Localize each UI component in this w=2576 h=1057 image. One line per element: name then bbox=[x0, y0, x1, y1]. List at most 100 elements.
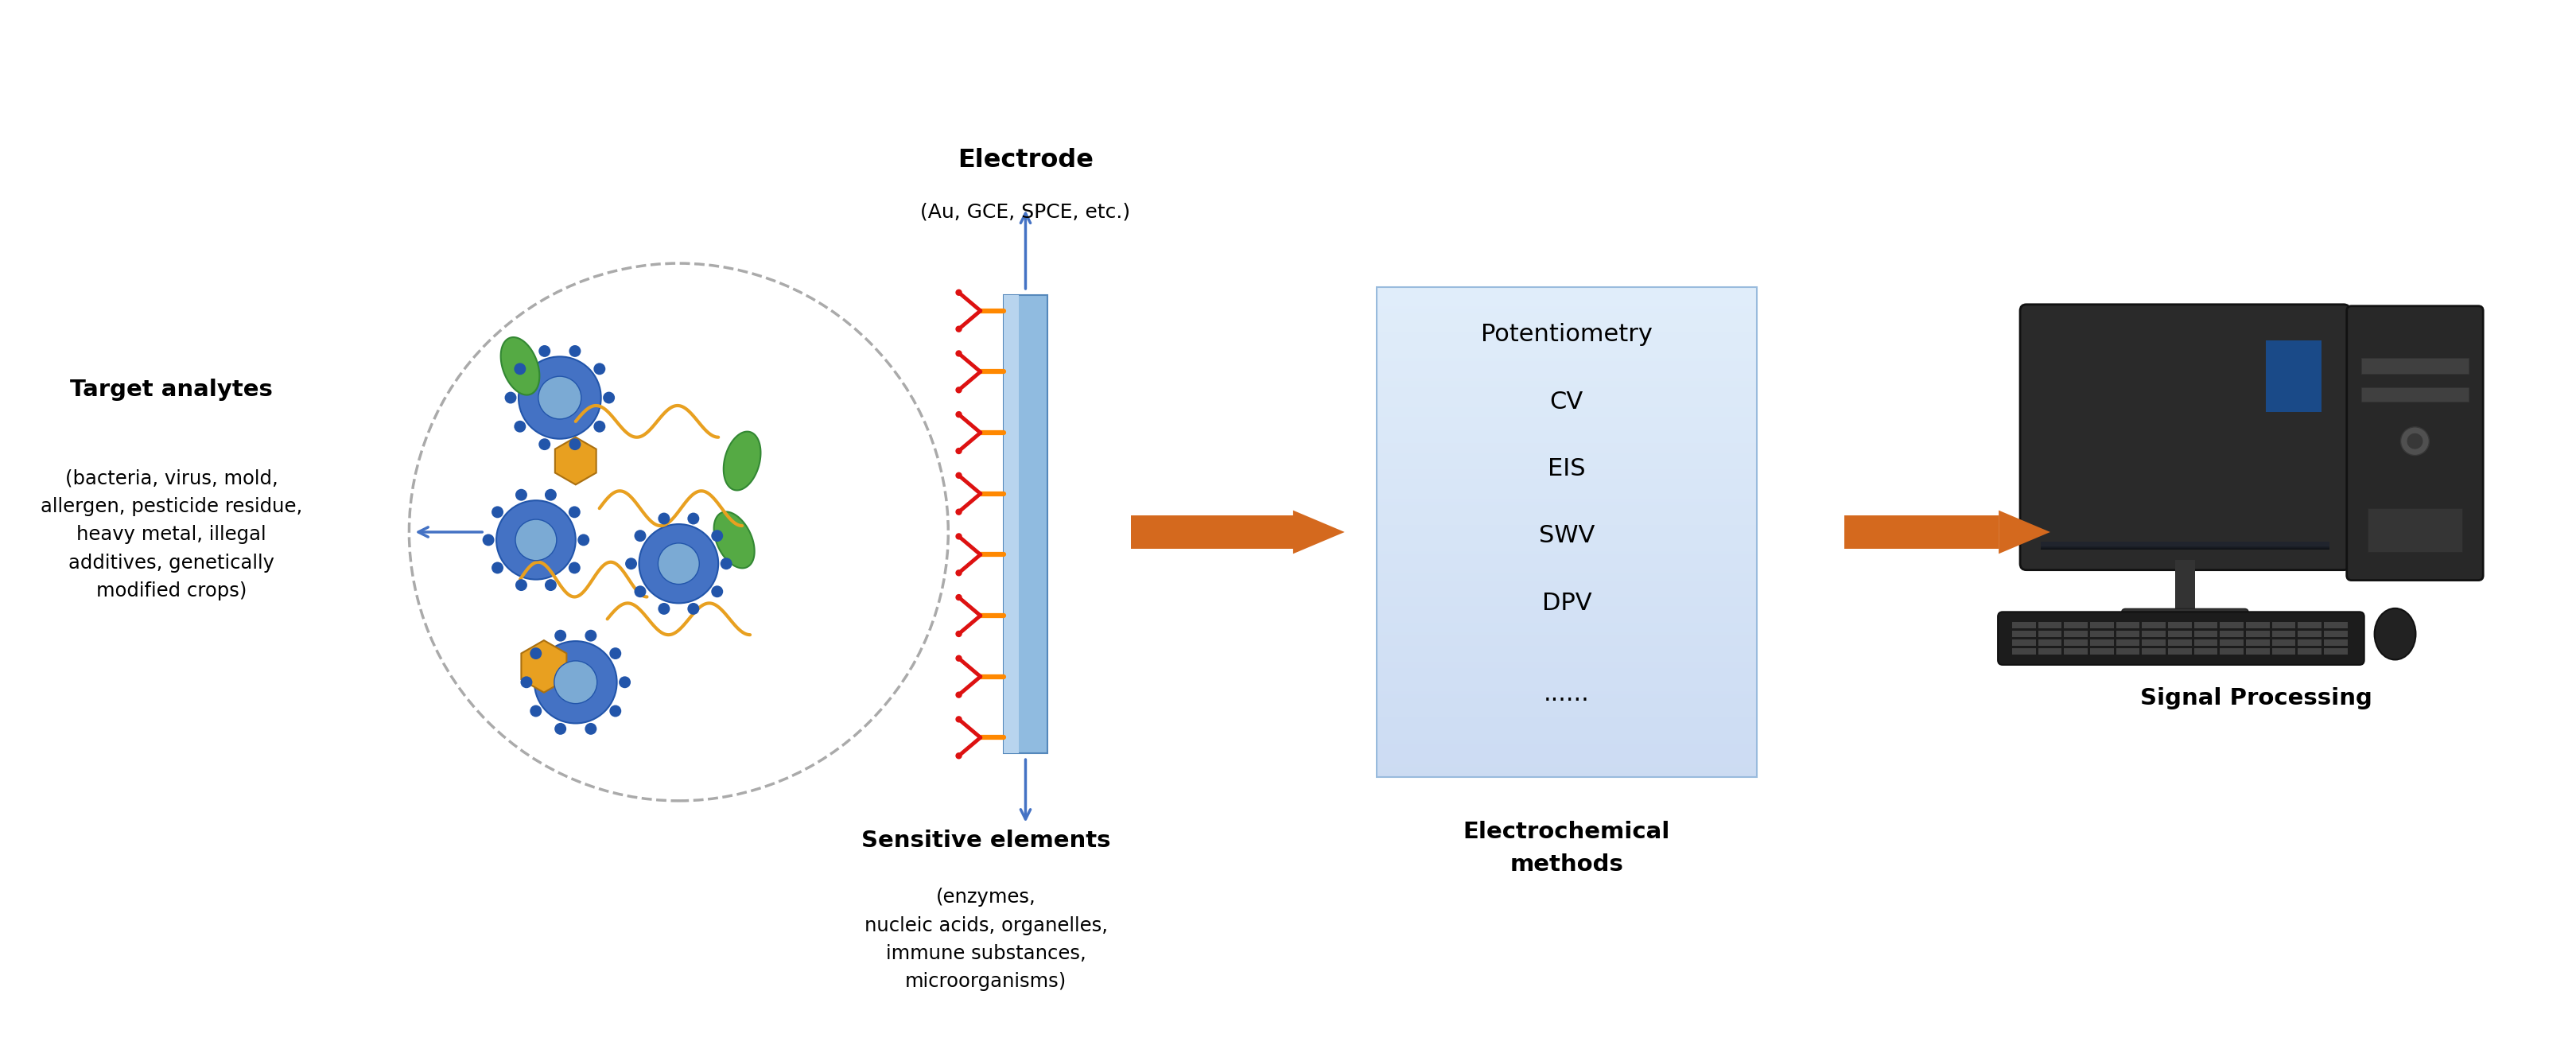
Circle shape bbox=[626, 558, 636, 570]
Bar bbox=[2246, 631, 2269, 637]
Bar bbox=[1376, 596, 1757, 600]
Bar bbox=[1376, 407, 1757, 411]
Bar bbox=[1376, 740, 1757, 744]
Bar bbox=[2246, 648, 2269, 654]
Bar bbox=[1376, 521, 1757, 525]
Circle shape bbox=[505, 392, 518, 404]
Bar bbox=[1376, 476, 1757, 480]
Bar bbox=[2324, 623, 2347, 629]
Bar bbox=[1376, 659, 1757, 663]
Circle shape bbox=[721, 558, 732, 570]
Bar bbox=[2040, 544, 2329, 550]
Circle shape bbox=[554, 723, 567, 735]
Bar bbox=[1376, 600, 1757, 604]
Bar bbox=[1376, 515, 1757, 519]
Bar bbox=[2040, 541, 2329, 546]
Bar bbox=[1376, 329, 1757, 333]
Circle shape bbox=[554, 630, 567, 642]
Bar bbox=[1376, 401, 1757, 405]
Bar bbox=[2298, 639, 2321, 646]
Bar bbox=[1376, 593, 1757, 597]
Bar bbox=[1376, 332, 1757, 336]
Bar bbox=[2040, 544, 2329, 549]
Bar bbox=[1376, 371, 1757, 375]
Bar bbox=[1376, 518, 1757, 522]
Bar bbox=[1376, 577, 1757, 581]
Bar bbox=[2040, 543, 2329, 549]
Bar bbox=[2115, 623, 2141, 629]
Bar bbox=[2143, 623, 2166, 629]
Bar bbox=[1376, 688, 1757, 692]
Bar bbox=[1376, 309, 1757, 313]
Bar bbox=[1376, 338, 1757, 342]
Bar bbox=[2040, 544, 2329, 550]
Bar bbox=[2040, 542, 2329, 546]
Circle shape bbox=[520, 676, 533, 688]
Bar bbox=[1376, 345, 1757, 349]
Bar bbox=[1376, 404, 1757, 408]
Bar bbox=[1376, 607, 1757, 611]
Bar bbox=[2195, 639, 2218, 646]
Circle shape bbox=[956, 508, 961, 515]
Bar bbox=[1376, 675, 1757, 679]
Bar bbox=[1376, 424, 1757, 427]
Bar bbox=[2267, 340, 2321, 412]
Bar bbox=[1376, 449, 1757, 453]
Bar bbox=[1376, 694, 1757, 699]
Bar bbox=[2324, 648, 2347, 654]
Bar bbox=[2012, 631, 2035, 637]
Bar bbox=[1376, 433, 1757, 438]
Circle shape bbox=[538, 346, 551, 357]
Bar bbox=[1376, 737, 1757, 741]
Bar bbox=[1376, 385, 1757, 388]
Bar bbox=[2143, 631, 2166, 637]
Circle shape bbox=[544, 579, 556, 591]
Bar bbox=[1376, 691, 1757, 696]
Circle shape bbox=[515, 519, 556, 560]
Bar bbox=[2040, 541, 2329, 545]
Bar bbox=[1376, 639, 1757, 643]
Bar bbox=[1376, 427, 1757, 431]
Bar bbox=[2040, 544, 2329, 549]
Circle shape bbox=[956, 472, 961, 479]
Bar bbox=[2367, 508, 2463, 552]
Bar bbox=[1376, 452, 1757, 457]
Bar bbox=[2040, 543, 2329, 548]
Bar bbox=[1376, 665, 1757, 669]
Bar bbox=[1376, 580, 1757, 585]
Bar bbox=[1376, 410, 1757, 414]
Bar bbox=[1376, 430, 1757, 434]
Bar bbox=[2195, 648, 2218, 654]
Bar bbox=[2040, 542, 2329, 546]
Circle shape bbox=[492, 506, 502, 518]
Polygon shape bbox=[554, 438, 595, 485]
Bar bbox=[2040, 544, 2329, 549]
Bar bbox=[2143, 639, 2166, 646]
Bar bbox=[1376, 747, 1757, 750]
Bar bbox=[2169, 623, 2192, 629]
Bar bbox=[2195, 623, 2218, 629]
Bar bbox=[2040, 543, 2329, 548]
Text: Electrode: Electrode bbox=[958, 148, 1092, 173]
Bar bbox=[1376, 727, 1757, 731]
Bar bbox=[1376, 305, 1757, 310]
Bar bbox=[1005, 295, 1020, 754]
Bar bbox=[1376, 571, 1757, 575]
Bar bbox=[1376, 493, 1757, 496]
Circle shape bbox=[956, 447, 961, 455]
Bar bbox=[2169, 631, 2192, 637]
Bar bbox=[1376, 394, 1757, 398]
Circle shape bbox=[515, 579, 528, 591]
Bar bbox=[1376, 499, 1757, 503]
Bar bbox=[2063, 631, 2087, 637]
Bar bbox=[2040, 542, 2329, 546]
Bar bbox=[1376, 662, 1757, 666]
Circle shape bbox=[569, 439, 582, 450]
Bar bbox=[1376, 466, 1757, 470]
Bar bbox=[2040, 544, 2329, 549]
Bar bbox=[1376, 560, 1757, 564]
Bar bbox=[1376, 488, 1757, 493]
Bar bbox=[1376, 744, 1757, 747]
Circle shape bbox=[592, 421, 605, 432]
Circle shape bbox=[634, 586, 647, 597]
